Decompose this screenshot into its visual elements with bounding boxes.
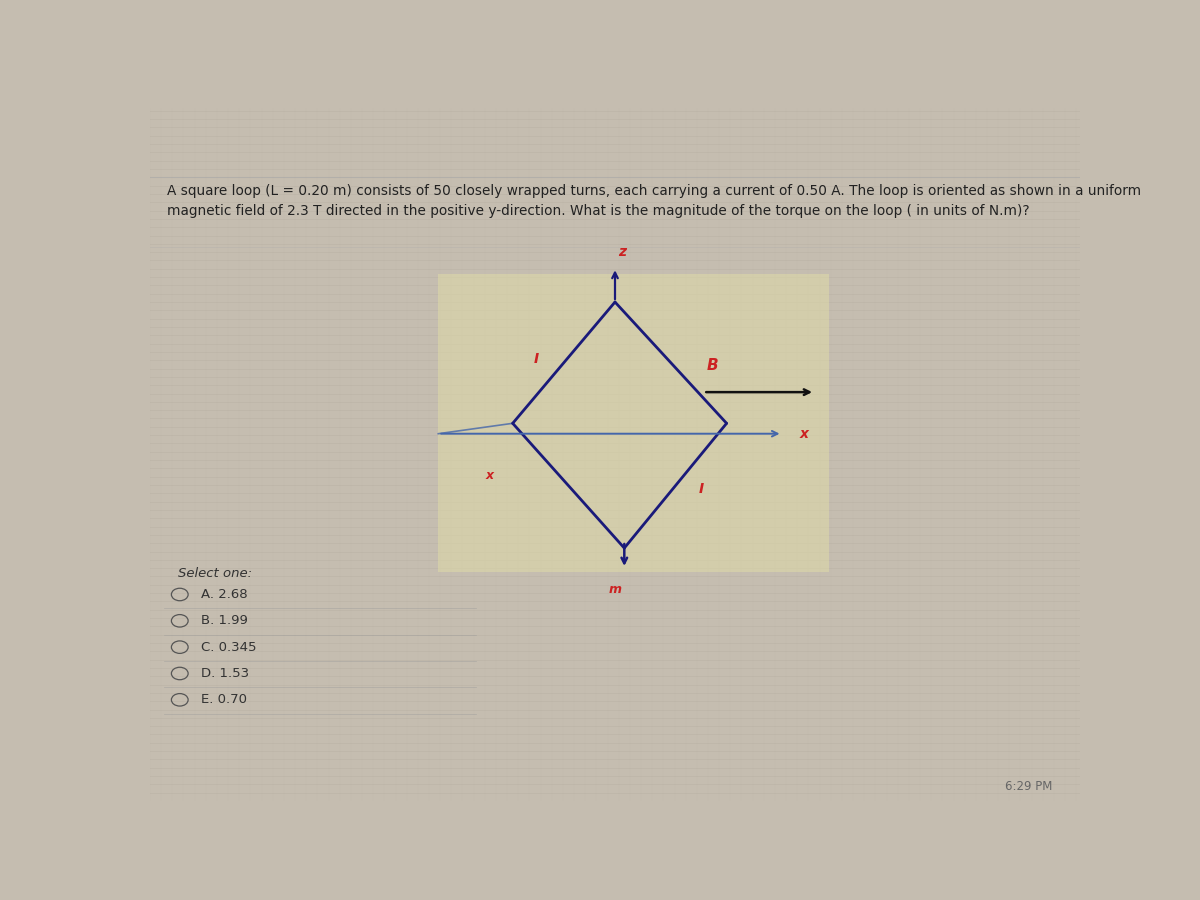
Text: I: I [698,482,704,496]
Text: D. 1.53: D. 1.53 [202,667,250,680]
Text: x: x [485,469,493,482]
Text: z: z [618,245,626,259]
Text: E. 0.70: E. 0.70 [202,693,247,706]
Text: B: B [707,357,719,373]
FancyBboxPatch shape [438,274,829,572]
Text: B. 1.99: B. 1.99 [202,615,248,627]
Text: I: I [533,352,539,366]
Text: x: x [799,427,808,441]
Text: Select one:: Select one: [178,567,252,580]
Text: A. 2.68: A. 2.68 [202,588,247,601]
Text: m: m [608,583,622,596]
Text: A square loop (L = 0.20 m) consists of 50 closely wrapped turns, each carrying a: A square loop (L = 0.20 m) consists of 5… [167,184,1141,198]
Text: magnetic field of 2.3 T directed in the positive y-direction. What is the magnit: magnetic field of 2.3 T directed in the … [167,203,1030,218]
Text: 6:29 PM: 6:29 PM [1004,779,1052,793]
Text: C. 0.345: C. 0.345 [202,641,257,653]
